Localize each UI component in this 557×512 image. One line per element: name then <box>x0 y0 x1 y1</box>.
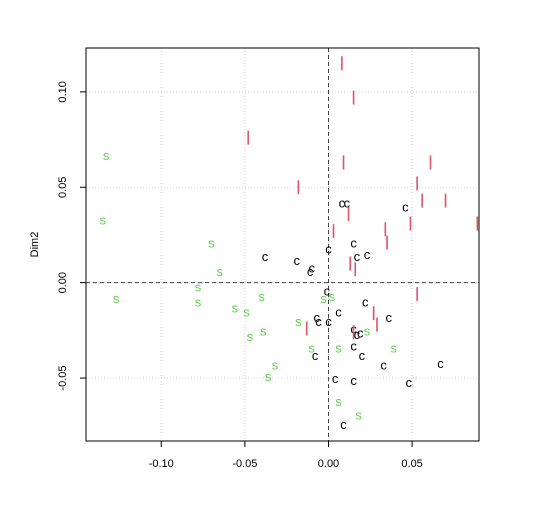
point-marker-c: c <box>314 310 321 325</box>
point-marker-c: c <box>359 348 366 363</box>
point-marker-s: s <box>364 323 371 338</box>
x-tick-label: -0.10 <box>149 458 174 470</box>
point-marker-s: s <box>335 394 342 409</box>
point-marker-c: c <box>406 375 413 390</box>
y-tick-label: -0.05 <box>57 366 69 391</box>
x-axis: -0.10 -0.05 0.00 0.05 <box>149 441 423 470</box>
point-marker-s: s <box>208 236 215 251</box>
point-marker-c: c <box>335 304 342 319</box>
point-marker-s: s <box>195 295 202 310</box>
point-marker-c: c <box>362 295 369 310</box>
point-marker-s: s <box>103 148 110 163</box>
point-marker-s: s <box>329 289 336 304</box>
x-tick-label: 0.05 <box>401 458 422 470</box>
point-marker-c: c <box>385 310 392 325</box>
grid-layer <box>86 48 479 441</box>
point-marker-s: s <box>309 341 316 356</box>
y-tick-label: 0.00 <box>57 272 69 293</box>
point-marker-s: s <box>247 329 254 344</box>
point-marker-c: c <box>364 247 371 262</box>
x-tick-label: 0.00 <box>318 458 339 470</box>
point-marker-s: s <box>260 323 267 338</box>
point-marker-s: s <box>232 300 239 315</box>
plot-frame <box>85 47 480 442</box>
point-marker-c: c <box>293 253 300 268</box>
y-axis: -0.05 0.00 0.05 0.10 <box>57 81 86 391</box>
point-marker-c: c <box>380 358 387 373</box>
point-marker-s: s <box>320 291 327 306</box>
point-marker-c: c <box>350 339 357 354</box>
point-marker-c: c <box>332 371 339 386</box>
y-tick-label: 0.10 <box>57 81 69 102</box>
point-marker-s: s <box>195 279 202 294</box>
point-marker-c: c <box>325 314 332 329</box>
point-marker-c: c <box>340 417 347 432</box>
point-marker-s: s <box>113 291 120 306</box>
reference-lines <box>86 48 479 441</box>
point-marker-c: c <box>354 249 361 264</box>
point-marker-s: s <box>335 341 342 356</box>
point-marker-c: c <box>324 283 331 298</box>
point-marker-c: c <box>402 199 409 214</box>
point-marker-c: c <box>437 356 444 371</box>
point-marker-s: s <box>355 407 362 422</box>
point-marker-c: c <box>312 348 319 363</box>
point-marker-c: c <box>325 241 332 256</box>
point-marker-c: c <box>315 314 322 329</box>
point-marker-c: c <box>309 260 316 275</box>
point-marker-s: s <box>272 358 279 373</box>
point-marker-c: c <box>350 236 357 251</box>
point-marker-s: s <box>243 304 250 319</box>
point-marker-c: c <box>357 325 364 340</box>
point-marker-c: c <box>307 264 314 279</box>
point-marker-s: s <box>390 341 397 356</box>
point-marker-c: c <box>350 373 357 388</box>
point-marker-s: s <box>295 314 302 329</box>
point-marker-c: c <box>262 249 269 264</box>
point-marker-s: s <box>258 289 265 304</box>
point-marker-c: c <box>344 196 351 211</box>
point-marker-s: s <box>217 264 224 279</box>
point-marker-s: s <box>99 213 106 228</box>
point-marker-s: s <box>265 369 272 384</box>
y-tick-label: 0.05 <box>57 177 69 198</box>
point-marker-c: c <box>339 196 346 211</box>
x-tick-label: -0.05 <box>232 458 257 470</box>
y-axis-title: Dim2 <box>29 232 41 258</box>
point-marker-c: c <box>354 327 361 342</box>
